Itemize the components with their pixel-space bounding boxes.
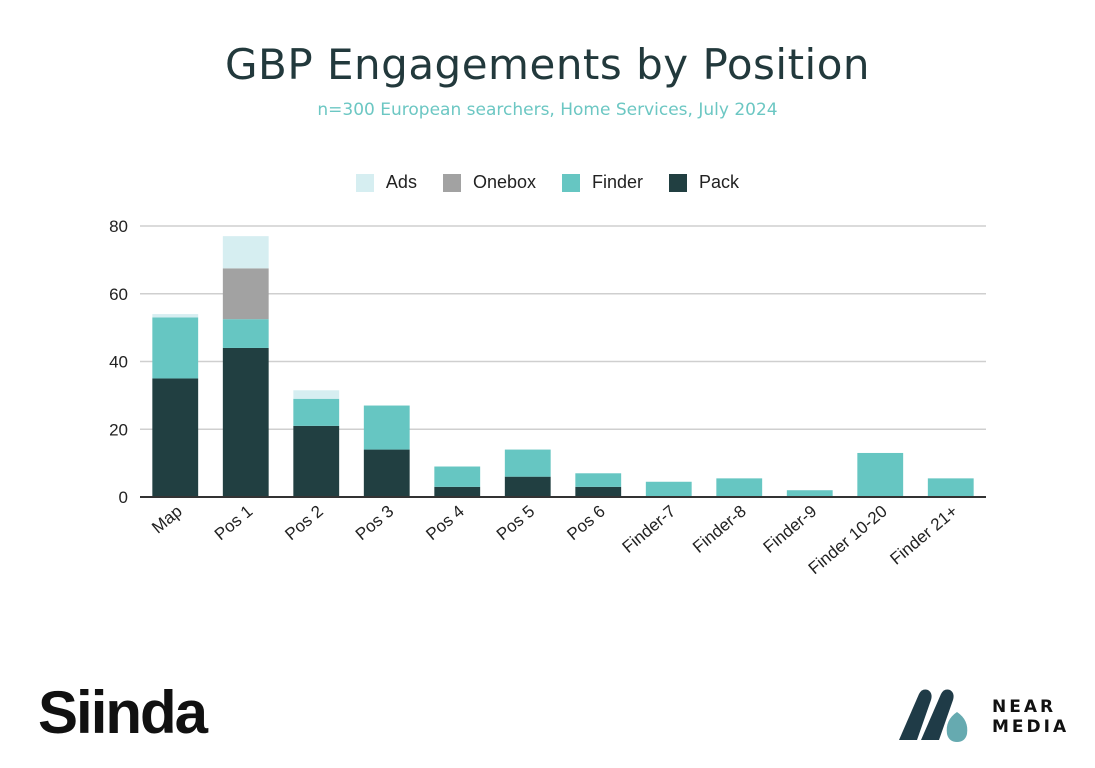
bar-pack-pos-1 <box>222 347 269 497</box>
y-tick-label-60: 60 <box>109 285 128 304</box>
legend-swatch-pack <box>669 173 688 192</box>
y-tick-label-80: 80 <box>109 217 128 236</box>
bar-finder-pos-1 <box>222 319 269 348</box>
legend-label-ads: Ads <box>385 172 417 192</box>
chart-title: GBP Engagements by Position <box>224 40 871 89</box>
bar-pack-pos-2 <box>293 425 340 497</box>
legend-item-onebox: Onebox <box>442 172 536 193</box>
x-tick-label-pos-3: Pos 3 <box>352 502 398 545</box>
bar-ads-pos-2 <box>293 390 340 399</box>
bar-finder-finder-10-20 <box>857 452 904 497</box>
legend-item-finder: Finder <box>562 172 643 193</box>
siinda-logo: Siinda <box>38 679 208 746</box>
near-media-wordmark: NEAR MEDIA <box>992 697 1069 737</box>
x-tick-label-pos-4: Pos 4 <box>422 502 468 545</box>
x-tick-label-pos-1: Pos 1 <box>211 502 257 545</box>
legend-item-ads: Ads <box>355 172 417 193</box>
bar-pack-pos-6 <box>575 486 622 497</box>
legend-label-onebox: Onebox <box>472 172 536 192</box>
x-tick-label-finder-7: Finder-7 <box>619 502 680 557</box>
x-tick-label-pos-5: Pos 5 <box>493 502 539 545</box>
legend-item-pack: Pack <box>669 172 739 193</box>
stacked-bar-chart: 0 20 40 60 80 Map Pos 1 Pos 2 Pos 3 Pos 4 Pos 5 Pos… <box>109 217 986 578</box>
bar-finder-map <box>152 317 199 379</box>
legend-swatch-ads <box>355 173 374 192</box>
bar-finder-pos-5 <box>504 449 551 477</box>
bar-pack-pos-3 <box>363 449 410 497</box>
bar-pack-pos-4 <box>434 486 481 497</box>
chart-legend: Ads Onebox Finder Pack <box>0 172 1095 193</box>
bar-finder-pos-2 <box>293 398 340 426</box>
legend-swatch-finder <box>562 173 580 192</box>
x-tick-label-map: Map <box>148 502 186 538</box>
x-tick-label-finder-9: Finder-9 <box>760 502 821 557</box>
x-tick-label-finder-8: Finder-8 <box>689 502 750 557</box>
bar-finder-finder-8 <box>716 478 763 497</box>
near-media-line1: NEAR <box>992 697 1057 717</box>
legend-label-pack: Pack <box>699 172 740 192</box>
legend-label-finder: Finder <box>592 172 644 192</box>
bar-ads-map <box>152 314 199 318</box>
near-media-logo-icon <box>899 689 968 742</box>
y-tick-label-40: 40 <box>109 353 128 372</box>
bar-finder-pos-3 <box>363 405 410 450</box>
bar-finder-finder-21+ <box>927 478 974 497</box>
bar-finder-finder-7 <box>645 481 692 497</box>
legend-swatch-onebox <box>442 173 461 192</box>
x-tick-label-pos-6: Pos 6 <box>563 502 609 545</box>
bar-onebox-pos-1 <box>222 268 269 320</box>
x-tick-label-finder-21+: Finder 21+ <box>886 501 961 568</box>
bar-pack-map <box>152 378 199 497</box>
bar-finder-finder-9 <box>786 490 833 497</box>
bar-finder-pos-6 <box>575 473 622 487</box>
bar-pack-pos-5 <box>504 476 551 497</box>
near-media-line2: MEDIA <box>992 717 1070 737</box>
bar-ads-pos-1 <box>222 236 269 269</box>
x-tick-label-pos-2: Pos 2 <box>281 502 327 545</box>
bar-finder-pos-4 <box>434 466 481 487</box>
y-tick-label-0: 0 <box>119 488 128 507</box>
chart-subtitle: n=300 European searchers, Home Services,… <box>317 100 778 120</box>
y-tick-label-20: 20 <box>109 420 128 439</box>
